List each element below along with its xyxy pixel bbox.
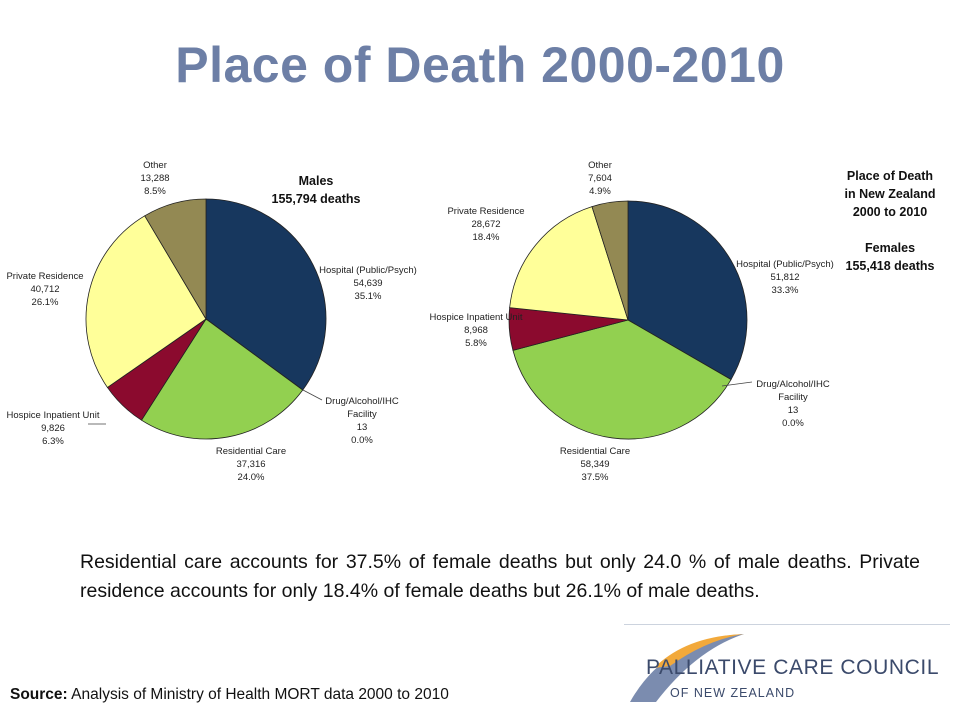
logo-divider (624, 624, 950, 625)
female-chart-title-line-2: in New Zealand (845, 187, 936, 201)
female-label-residential-name: Residential Care (560, 446, 630, 457)
female-label-hospital-percent: 33.3% (772, 285, 799, 296)
male-pie-slice-other (144, 198, 207, 321)
female-label-hospice-count: 8,968 (464, 325, 488, 336)
female-label-hospice: Hospice Inpatient Unit 8,968 5.8% (430, 312, 523, 349)
logo-swoosh-blue (630, 634, 744, 702)
female-label-private: Private Residence 28,672 18.4% (447, 206, 524, 243)
male-label-hospital: Hospital (Public/Psych) 54,639 35.1% (319, 265, 417, 302)
male-label-private-percent: 26.1% (32, 297, 59, 308)
male-label-drug-percent: 0.0% (351, 435, 373, 446)
male-label-other-name: Other (143, 160, 167, 171)
male-label-other-percent: 8.5% (144, 186, 166, 197)
male-pie-slice-private (85, 215, 207, 389)
male-label-private-count: 40,712 (30, 284, 59, 295)
female-pie-slice-residential (512, 319, 732, 440)
female-label-private-name: Private Residence (447, 206, 524, 217)
male-chart-subtitle: 155,794 deaths (272, 192, 361, 206)
summary-text: Residential care accounts for 37.5% of f… (80, 551, 920, 602)
female-label-hospice-name: Hospice Inpatient Unit (430, 312, 523, 323)
female-chart-subtitle-line-1: Females (865, 241, 915, 255)
female-drug-leader-line (721, 381, 753, 387)
female-label-residential-count: 58,349 (580, 459, 609, 470)
male-label-residential-count: 37,316 (236, 459, 265, 470)
female-label-residential: Residential Care 58,349 37.5% (560, 446, 630, 483)
female-label-hospital: Hospital (Public/Psych) 51,812 33.3% (736, 259, 834, 296)
slide-title: Place of Death 2000-2010 (175, 37, 785, 93)
male-label-residential-percent: 24.0% (238, 472, 265, 483)
female-chart-title-line-1: Place of Death (847, 169, 933, 183)
male-label-hospice: Hospice Inpatient Unit 9,826 6.3% (7, 410, 100, 447)
logo-text-line-1: PALLIATIVE CARE COUNCIL (646, 656, 940, 679)
female-chart-title-line-3: 2000 to 2010 (853, 205, 927, 219)
male-pie-slice-hospital (205, 198, 327, 391)
pie-charts: Males 155,794 deaths Place of Death in N… (6, 160, 936, 483)
source-text: Analysis of Ministry of Health MORT data… (71, 686, 449, 703)
palliative-care-council-logo (630, 634, 744, 702)
male-label-drug-name: Drug/Alcohol/IHC (325, 396, 399, 407)
female-label-other-name: Other (588, 160, 612, 171)
female-label-drug: Drug/Alcohol/IHC Facility 13 0.0% (756, 379, 830, 429)
male-label-residential-name: Residential Care (216, 446, 286, 457)
female-label-private-count: 28,672 (471, 219, 500, 230)
female-pie-slice-other (591, 200, 629, 321)
male-label-private: Private Residence 40,712 26.1% (6, 271, 83, 308)
male-label-residential: Residential Care 37,316 24.0% (216, 446, 286, 483)
male-label-hospice-percent: 6.3% (42, 436, 64, 447)
female-pie-chart (508, 200, 748, 440)
female-label-residential-percent: 37.5% (582, 472, 609, 483)
male-label-hospice-name: Hospice Inpatient Unit (7, 410, 100, 421)
male-label-private-name: Private Residence (6, 271, 83, 282)
male-label-hospital-name: Hospital (Public/Psych) (319, 265, 417, 276)
female-label-other: Other 7,604 4.9% (588, 160, 612, 197)
male-pie-slice-residential (140, 318, 304, 440)
female-label-hospice-percent: 5.8% (465, 338, 487, 349)
male-label-hospice-count: 9,826 (41, 423, 65, 434)
female-pie-slice-private (509, 206, 629, 321)
male-pie-chart (85, 198, 327, 440)
logo-text-line-2: OF NEW ZEALAND (670, 686, 796, 700)
female-label-other-percent: 4.9% (589, 186, 611, 197)
female-label-hospital-name: Hospital (Public/Psych) (736, 259, 834, 270)
female-pie-slice-hospital (627, 200, 748, 381)
female-label-drug-count: 13 (788, 405, 799, 416)
female-chart-subtitle-line-2: 155,418 deaths (846, 259, 935, 273)
male-label-other: Other 13,288 8.5% (140, 160, 169, 197)
female-label-private-percent: 18.4% (473, 232, 500, 243)
female-label-other-count: 7,604 (588, 173, 612, 184)
female-label-drug-percent: 0.0% (782, 418, 804, 429)
source-note: Source: Analysis of Ministry of Health M… (10, 686, 449, 704)
source-label: Source: (10, 686, 68, 703)
female-label-hospital-count: 51,812 (770, 272, 799, 283)
female-label-drug-name: Drug/Alcohol/IHC (756, 379, 830, 390)
male-label-hospital-percent: 35.1% (355, 291, 382, 302)
male-drug-leader-line (302, 389, 323, 401)
male-label-hospital-count: 54,639 (353, 278, 382, 289)
logo-swoosh-orange (654, 634, 744, 668)
male-label-drug-count: 13 (357, 422, 368, 433)
male-label-drug: Drug/Alcohol/IHC Facility 13 0.0% (325, 396, 399, 446)
female-slice-labels: Other 7,604 4.9% Private Residence 28,67… (430, 160, 834, 483)
male-label-other-count: 13,288 (140, 173, 169, 184)
male-label-drug-name-2: Facility (347, 409, 377, 420)
male-chart-title: Males (299, 174, 334, 188)
leader-lines (88, 381, 753, 425)
female-label-drug-name-2: Facility (778, 392, 808, 403)
male-slice-labels: Other 13,288 8.5% Hospital (Public/Psych… (6, 160, 416, 483)
